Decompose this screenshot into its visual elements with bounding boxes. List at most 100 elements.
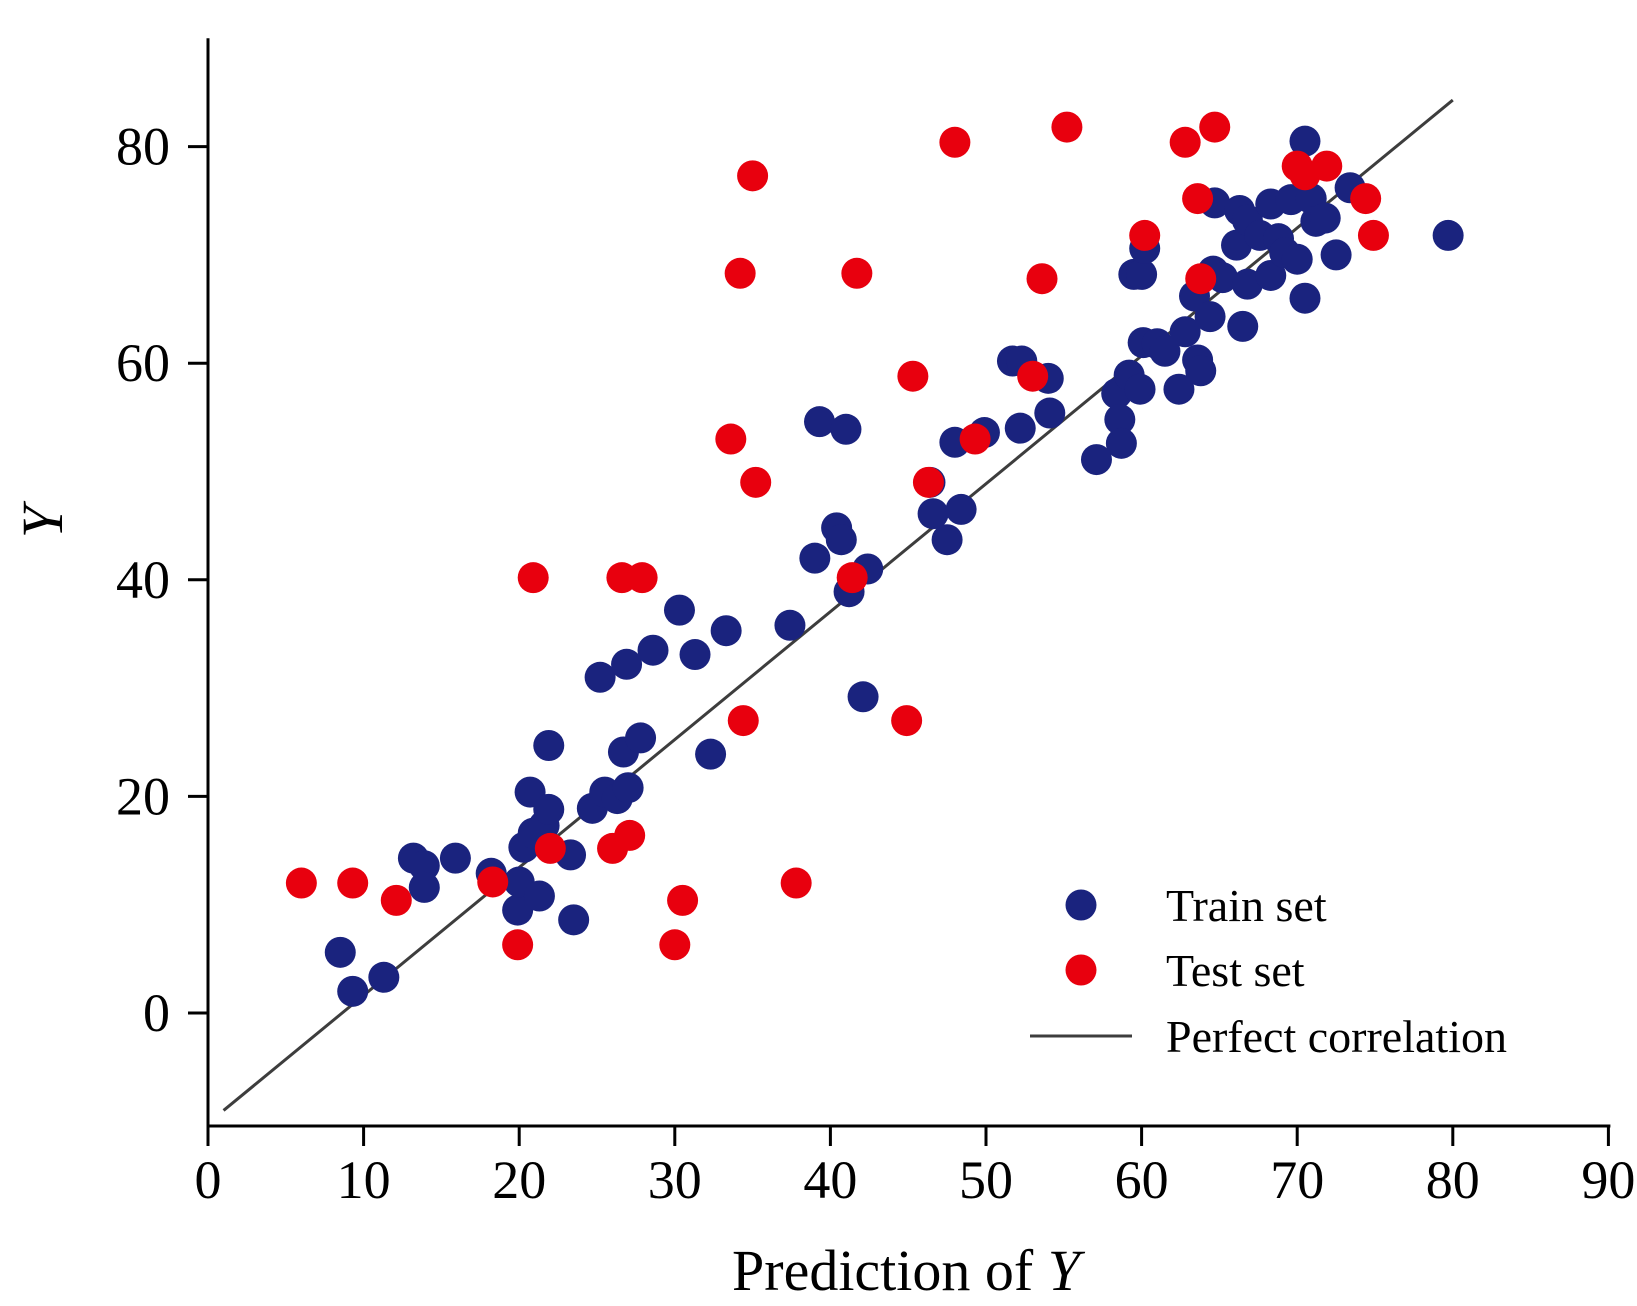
perfect-correlation-line	[222, 98, 1454, 1112]
test-set-point	[1169, 126, 1201, 158]
test-set-point	[534, 832, 566, 864]
x-tick-label: 0	[195, 1150, 222, 1210]
train-set-point	[804, 406, 836, 438]
test-set-point	[614, 819, 646, 851]
axes	[206, 38, 1611, 1128]
train-set-point	[1163, 373, 1195, 405]
test-set-point	[891, 705, 923, 737]
train-set-point	[1231, 268, 1263, 300]
train-set-point	[1034, 397, 1066, 429]
train-set-point	[774, 609, 806, 641]
train-set-point	[1227, 310, 1259, 342]
train-set-point	[1289, 282, 1321, 314]
test-set-point	[727, 705, 759, 737]
x-tick-label: 20	[492, 1150, 546, 1210]
train-set-point	[1320, 239, 1352, 271]
test-set-point	[1026, 263, 1058, 295]
test-set-point	[626, 562, 658, 594]
train-set-point	[945, 493, 977, 525]
legend-label-train-set: Train set	[1166, 880, 1327, 931]
test-set-point	[740, 466, 772, 498]
y-tick-label: 80	[116, 117, 170, 177]
train-set-point	[825, 524, 857, 556]
legend-label-perfect-correlation: Perfect correlation	[1166, 1011, 1507, 1062]
x-ticks: 0 10 20 30 40 50 60 70 80 90	[195, 1126, 1635, 1210]
test-set-point	[659, 929, 691, 961]
train-set-point	[611, 648, 643, 680]
train-set-point	[337, 975, 369, 1007]
test-set-point	[959, 423, 991, 455]
test-set-point	[715, 423, 747, 455]
test-set-point	[1199, 111, 1231, 143]
train-set-point	[625, 722, 657, 754]
test-set-point	[841, 257, 873, 289]
y-axis-label: Y	[10, 500, 75, 538]
train-set-point	[679, 639, 711, 671]
test-set-point	[1182, 183, 1214, 215]
train-set-point	[1221, 229, 1253, 261]
train-set-point	[1126, 258, 1158, 290]
x-tick-label: 90	[1581, 1150, 1635, 1210]
train-set-point	[408, 850, 440, 882]
train-set-point	[1289, 125, 1321, 157]
y-tick-label: 20	[116, 766, 170, 826]
train-set-point	[917, 498, 949, 530]
test-set-point	[502, 929, 534, 961]
legend-label-test-set: Test set	[1166, 945, 1305, 996]
test-set-point	[1311, 150, 1343, 182]
x-tick-label: 30	[648, 1150, 702, 1210]
train-set-point	[1194, 301, 1226, 333]
train-set-point	[612, 772, 644, 804]
x-tick-label: 60	[1115, 1150, 1169, 1210]
train-set-point	[799, 542, 831, 574]
test-set-point	[836, 562, 868, 594]
train-set-point	[847, 681, 879, 713]
train-set-point	[1207, 262, 1239, 294]
x-tick-label: 70	[1270, 1150, 1324, 1210]
train-set-point	[533, 729, 565, 761]
train-set-point	[533, 793, 565, 825]
test-set-point	[912, 466, 944, 498]
train-set-point	[1105, 427, 1137, 459]
test-set-point	[724, 257, 756, 289]
x-tick-label: 40	[803, 1150, 857, 1210]
train-set-point	[637, 634, 669, 666]
train-set-point	[408, 871, 440, 903]
train-set-point	[1004, 412, 1036, 444]
test-set-point	[737, 160, 769, 192]
train-set-point	[1169, 316, 1201, 348]
train-set-point	[439, 842, 471, 874]
test-set-point	[1129, 219, 1161, 251]
test-set-point	[1051, 111, 1083, 143]
x-tick-label: 80	[1426, 1150, 1480, 1210]
train-set-point	[1149, 335, 1181, 367]
x-axis-label: Prediction of Y	[732, 1238, 1086, 1303]
test-set-point	[897, 360, 929, 392]
train-set-point	[1080, 444, 1112, 476]
test-set-point	[1017, 360, 1049, 392]
test-set-point	[1357, 219, 1389, 251]
train-set-point	[324, 936, 356, 968]
train-set-point	[368, 961, 400, 993]
test-set-point	[285, 867, 317, 899]
test-set-point	[1185, 263, 1217, 295]
train-set-point	[523, 880, 555, 912]
test-set-point	[380, 884, 412, 916]
test-set-point	[939, 126, 971, 158]
train-set-point	[931, 524, 963, 556]
x-tick-label: 50	[959, 1150, 1013, 1210]
train-set-point	[695, 738, 727, 770]
train-set-point	[558, 904, 590, 936]
test-set-point	[667, 884, 699, 916]
train-set-point	[830, 413, 862, 445]
test-set-point	[517, 562, 549, 594]
train-set-point	[1124, 373, 1156, 405]
train-set-point	[710, 615, 742, 647]
train-set-points	[324, 125, 1464, 1007]
train-set-point	[584, 661, 616, 693]
train-set-point	[1104, 404, 1136, 436]
train-set-point	[1432, 219, 1464, 251]
y-tick-label: 0	[143, 983, 170, 1043]
test-set-point	[780, 867, 812, 899]
